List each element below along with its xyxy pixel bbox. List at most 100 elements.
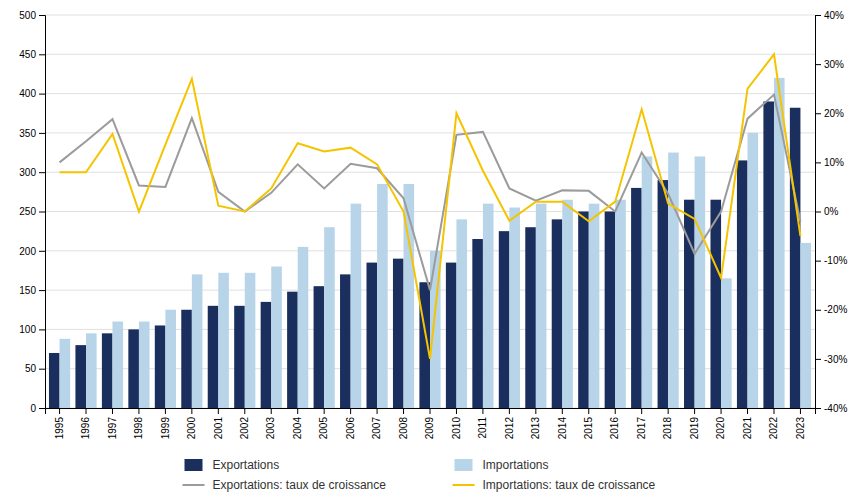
tick-mark [588, 408, 589, 414]
bar [605, 212, 616, 409]
x-tick: 2021 [742, 408, 753, 439]
tick-label: 150 [19, 285, 36, 296]
tick-label: 2015 [583, 417, 594, 440]
bar [102, 333, 113, 408]
bar [75, 345, 86, 408]
bar [261, 302, 272, 408]
tick-mark [815, 15, 821, 16]
bar [631, 188, 642, 408]
y-tick: 400 [19, 88, 45, 99]
bar-series [49, 101, 800, 408]
tick-mark [324, 408, 325, 414]
legend-label: Exportations [213, 458, 280, 472]
bar [181, 310, 192, 408]
tick-label: 2017 [636, 417, 647, 440]
bar [589, 204, 600, 408]
tick-mark [86, 408, 87, 414]
x-axis: 1995199619971998199920002001200220032004… [46, 408, 816, 439]
tick-label: 30% [824, 59, 844, 70]
bar [552, 219, 563, 408]
bar [499, 231, 510, 408]
legend-label: Importations: taux de croissance [483, 478, 656, 492]
tick-mark [615, 408, 616, 414]
bar [737, 160, 748, 408]
x-tick: 2006 [345, 408, 356, 439]
tick-mark [39, 329, 45, 330]
axis-line [816, 16, 822, 409]
bar [314, 286, 325, 408]
bar [710, 200, 721, 408]
legend-label: Exportations: taux de croissance [213, 478, 387, 492]
x-tick: 2007 [371, 408, 382, 439]
tick-label: -30% [824, 354, 847, 365]
tick-mark [815, 113, 821, 114]
y-tick: 250 [19, 206, 45, 217]
tick-label: 2002 [239, 417, 250, 440]
line [60, 95, 801, 291]
tick-mark [456, 408, 457, 414]
tick-label: 350 [19, 128, 36, 139]
tick-label: 200 [19, 246, 36, 257]
tick-mark [297, 408, 298, 414]
tick-mark [815, 310, 821, 311]
tick-label: 2018 [662, 417, 673, 440]
tick-mark [773, 408, 774, 414]
tick-mark [721, 408, 722, 414]
legend-item: Exportations: taux de croissance [183, 478, 387, 492]
x-tick: 2023 [795, 408, 806, 439]
tick-mark [403, 408, 404, 414]
legend-swatch [453, 484, 475, 486]
bar [366, 263, 377, 408]
bar [668, 153, 679, 408]
tick-label: -10% [824, 255, 847, 266]
y-tick: 50 [25, 363, 45, 374]
bar [139, 322, 150, 408]
bar [695, 156, 706, 408]
bar [615, 200, 626, 408]
bar [112, 322, 123, 408]
tick-mark [138, 408, 139, 414]
x-tick: 1995 [54, 408, 65, 439]
bar [128, 329, 139, 408]
bar [472, 239, 483, 408]
tick-mark [59, 408, 60, 414]
tick-label: 500 [19, 10, 36, 21]
grid-line [45, 54, 815, 55]
tick-mark [815, 359, 821, 360]
y-tick: 450 [19, 49, 45, 60]
tick-label: 2019 [689, 417, 700, 440]
x-tick: 2010 [451, 408, 462, 439]
tick-label: 50 [25, 363, 37, 374]
tick-label: 450 [19, 49, 36, 60]
tick-label: 2000 [186, 417, 197, 440]
tick-mark [39, 251, 45, 252]
x-tick: 2015 [583, 408, 594, 439]
tick-mark [509, 408, 510, 414]
x-tick: 2011 [477, 408, 488, 439]
bar [86, 333, 97, 408]
y-tick: 300 [19, 167, 45, 178]
y2-axis: -40%-30%-20%-10%0%10%20%30%40% [815, 10, 847, 414]
bar [393, 259, 404, 408]
x-tick: 2013 [530, 408, 541, 439]
tick-mark [800, 408, 801, 414]
tick-mark [39, 15, 45, 16]
axis-line [46, 409, 816, 415]
y2-tick: 0% [815, 206, 839, 217]
tick-label: 2016 [609, 417, 620, 440]
tick-label: 2006 [345, 417, 356, 440]
y-tick: 200 [19, 246, 45, 257]
bar [483, 204, 494, 408]
tick-label: 2022 [768, 417, 779, 440]
tick-label: 0% [824, 206, 839, 217]
y2-tick: -20% [815, 304, 847, 315]
tick-mark [39, 172, 45, 173]
grid-line [45, 15, 815, 16]
x-tick: 2002 [239, 408, 250, 439]
tick-mark [165, 408, 166, 414]
bar [562, 200, 573, 408]
tick-mark [482, 408, 483, 414]
marks [49, 54, 811, 408]
legend-label: Importations [483, 458, 549, 472]
x-tick: 2016 [609, 408, 620, 439]
